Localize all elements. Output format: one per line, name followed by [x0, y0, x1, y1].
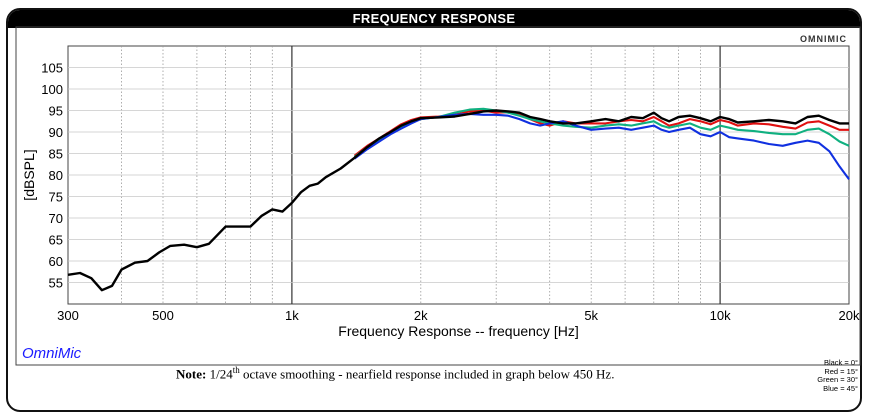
- y-tick-label: 80: [49, 168, 63, 183]
- legend-entry-green: Green = 30°: [817, 375, 858, 384]
- x-tick-label: 10k: [710, 308, 731, 323]
- x-tick-label: 300: [57, 308, 79, 323]
- legend: Black = 0° Red = 15° Green = 30° Blue = …: [817, 358, 858, 393]
- x-tick-label: 5k: [584, 308, 598, 323]
- x-tick-label: 20k: [839, 308, 860, 323]
- y-tick-label: 105: [41, 61, 63, 76]
- y-tick-label: 70: [49, 211, 63, 226]
- brand-label: OmniMic: [22, 345, 82, 362]
- note-text-a: 1/24: [209, 366, 233, 382]
- y-tick-label: 100: [41, 82, 63, 97]
- x-tick-label: 1k: [285, 308, 299, 323]
- chart-panel: [15, 26, 861, 366]
- y-tick-label: 75: [49, 190, 63, 205]
- legend-entry-blue: Blue = 45°: [823, 383, 858, 393]
- chart-title: FREQUENCY RESPONSE: [8, 10, 860, 28]
- note-label: Note:: [176, 366, 207, 382]
- legend-entry-black: Black = 0°: [823, 358, 858, 367]
- note-superscript: th: [232, 365, 240, 375]
- legend-entry-red: Red = 15°: [824, 366, 858, 376]
- note-text-b: octave smoothing - nearfield response in…: [239, 366, 615, 382]
- y-tick-label: 65: [49, 233, 63, 248]
- y-tick-label: 95: [49, 104, 63, 119]
- x-tick-label: 500: [152, 308, 174, 323]
- y-tick-label: 90: [49, 125, 63, 140]
- watermark-text: OMNIMIC: [800, 34, 847, 44]
- smoothing-note: Note: 1/24th octave smoothing - nearfiel…: [176, 365, 614, 382]
- x-tick-label: 2k: [414, 308, 428, 323]
- y-tick-label: 60: [49, 254, 63, 269]
- x-axis-title: Frequency Response -- frequency [Hz]: [338, 323, 578, 339]
- y-axis-title: [dBSPL]: [21, 149, 37, 200]
- y-tick-label: 55: [49, 276, 63, 291]
- y-tick-label: 85: [49, 147, 63, 162]
- series-line-black: [67, 109, 849, 292]
